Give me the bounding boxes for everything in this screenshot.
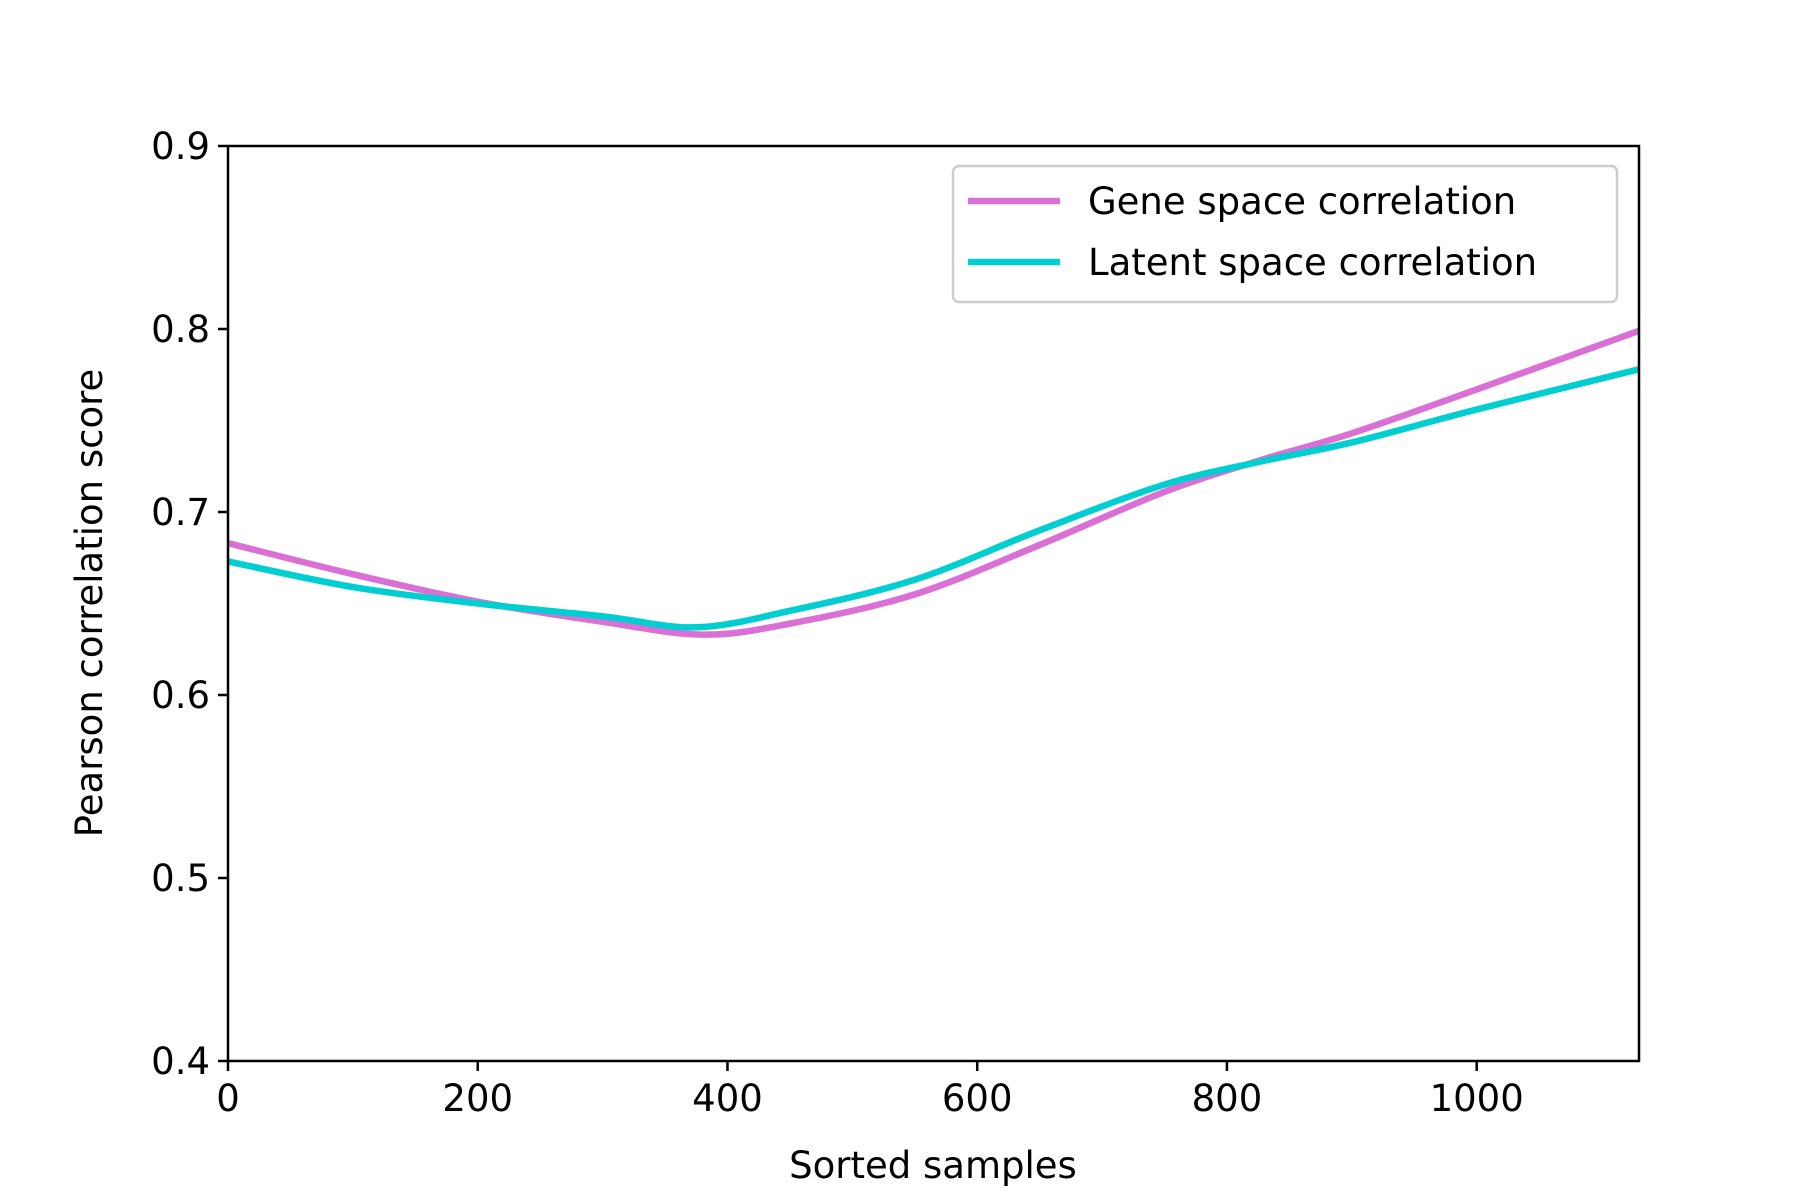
x-tick-label: 200: [442, 1077, 513, 1120]
y-axis-label: Pearson correlation score: [68, 369, 111, 837]
x-tick-label: 1000: [1430, 1077, 1524, 1120]
legend-frame: [951, 164, 1619, 304]
x-tick-label: 800: [1192, 1077, 1263, 1120]
y-tick-label: 0.5: [151, 857, 210, 900]
y-tick-label: 0.9: [151, 125, 210, 168]
y-tick-label: 0.8: [151, 308, 210, 351]
legend: Gene space correlation Latent space corr…: [951, 164, 1619, 304]
plot-frame: [226, 144, 1641, 1063]
y-tick-label: 0.4: [151, 1040, 210, 1083]
legend-label-latent-space: Latent space correlation: [1088, 241, 1537, 284]
legend-label-gene-space: Gene space correlation: [1088, 180, 1516, 223]
x-axis-label: Sorted samples: [789, 1144, 1077, 1187]
x-tick-label: 0: [216, 1077, 240, 1120]
y-tick-label: 0.6: [151, 674, 210, 717]
series-line-latent-space: [227, 366, 1640, 631]
x-tick-label: 400: [692, 1077, 763, 1120]
x-axis: 0 200 400 600 800 1000: [216, 1061, 1524, 1120]
y-axis: 0.4 0.5 0.6 0.7 0.8 0.9: [151, 125, 228, 1083]
x-tick-label: 600: [942, 1077, 1013, 1120]
y-tick-label: 0.7: [151, 491, 210, 534]
series-layer: [227, 327, 1641, 638]
